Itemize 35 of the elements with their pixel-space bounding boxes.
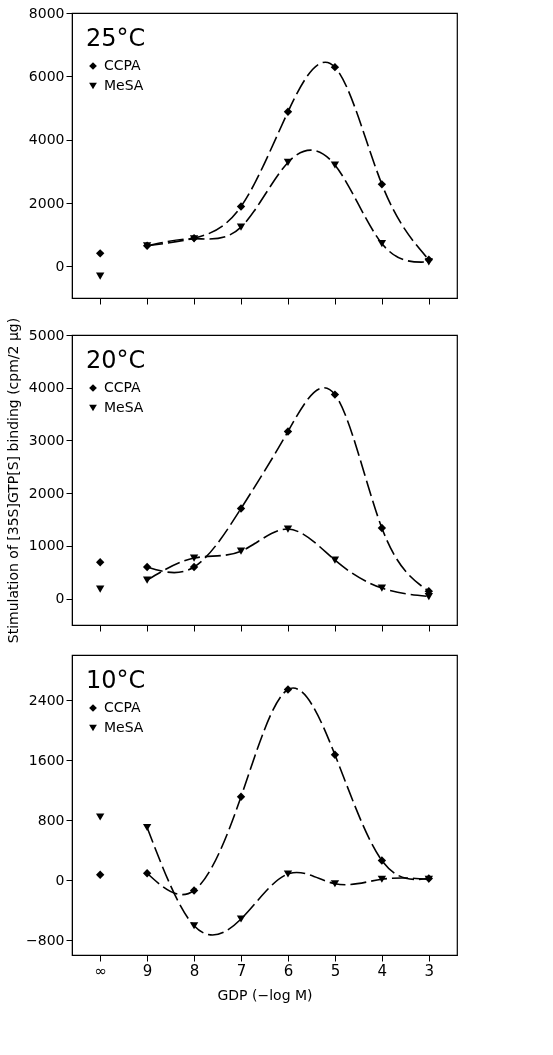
y-tick-label: 0 (55, 590, 65, 607)
legend-title: 25°C (86, 24, 146, 52)
y-tick-label: 2000 (28, 194, 65, 211)
x-axis-title: GDP (−log M) (217, 986, 313, 1003)
x-tick-label: 6 (283, 961, 294, 980)
x-tick-label: 5 (330, 961, 341, 980)
legend-title: 20°C (86, 346, 146, 374)
y-tick-label: 6000 (28, 67, 65, 84)
y-tick-label: 8000 (28, 4, 65, 21)
y-tick-label: 3000 (28, 431, 65, 448)
y-tick-label: 2400 (28, 691, 65, 708)
x-tick-label: 4 (377, 961, 388, 980)
y-tick-label: 2000 (28, 484, 65, 501)
x-tick-label: 3 (424, 961, 435, 980)
y-tick-label: 800 (37, 811, 65, 828)
y-tick-label: 4000 (28, 131, 65, 148)
y-tick-label: 0 (55, 257, 65, 274)
y-tick-label: 0 (55, 871, 65, 888)
y-tick-label: 5000 (28, 326, 65, 343)
legend-label: CCPA (104, 57, 142, 73)
x-tick-label: ∞ (94, 961, 107, 980)
legend-label: MeSA (104, 719, 144, 735)
y-tick-label: 1000 (28, 537, 65, 554)
legend-label: MeSA (104, 77, 144, 93)
x-tick-label: 7 (236, 961, 247, 980)
legend-label: MeSA (104, 399, 144, 415)
legend-title: 10°C (86, 666, 146, 694)
x-tick-label: 9 (142, 961, 153, 980)
legend-label: CCPA (104, 379, 142, 395)
y-tick-label: 1600 (28, 751, 65, 768)
y-tick-label: −800 (26, 931, 65, 948)
x-tick-label: 8 (189, 961, 200, 980)
y-axis-title: Stimulation of [35S]GTP[S] binding (cpm/2 μg) (4, 317, 21, 644)
y-tick-label: 4000 (28, 379, 65, 396)
legend-label: CCPA (104, 699, 142, 715)
